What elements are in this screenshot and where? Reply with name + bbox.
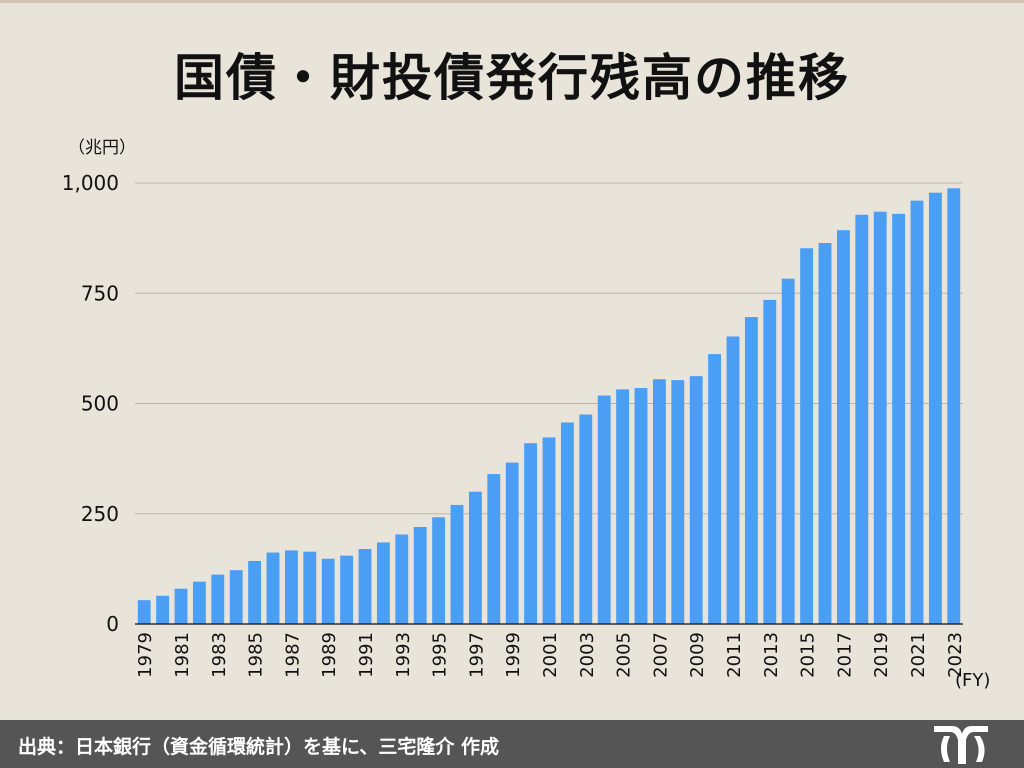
bar [763,299,777,624]
bar [689,376,703,624]
bar [579,414,593,624]
y-tick-label: 1,000 [62,171,119,195]
x-tick-label: 1979 [135,632,156,678]
bar [800,248,814,624]
x-tick-label: 2005 [614,632,635,678]
bar [524,443,538,624]
bar [634,388,648,624]
x-tick-label: 2001 [540,632,561,678]
top-rule [0,0,1024,3]
x-tick-label: 2021 [908,632,929,678]
bar [616,389,630,624]
bar [211,574,225,624]
bar [597,395,611,624]
bar [947,188,961,625]
bar [708,354,722,624]
x-tick-label: 1985 [246,632,267,678]
footer-bar: 出典：日本銀行（資金循環統計）を基に、三宅隆介 作成 [0,720,1024,768]
bar [836,230,850,624]
x-tick-label: 1987 [282,632,303,678]
bar [174,588,188,624]
bar [744,317,758,624]
bar [818,242,832,624]
bar [376,542,390,624]
page-title: 国債・財投債発行残高の推移 [174,49,850,107]
bar [505,462,519,624]
x-tick-label: 2007 [650,632,671,678]
bar [726,336,740,624]
bar [487,474,501,624]
x-tick-label: 2013 [761,632,782,678]
x-tick-label: 1981 [172,632,193,678]
bar [542,437,556,624]
x-tick-label: 2019 [871,632,892,678]
stylized-m-logo-icon [934,726,988,764]
bar [266,552,280,624]
x-tick-label: 1997 [466,632,487,678]
bar [468,491,482,624]
y-tick-label: 0 [106,612,119,636]
bar [395,534,409,624]
x-tick-label: 1995 [430,632,451,678]
x-tick-label: 2011 [724,632,745,678]
bar [560,422,574,624]
x-tick-label: 1991 [356,632,377,678]
y-tick-label: 750 [81,281,119,305]
bar [652,379,666,624]
x-tick-label: 2023 [945,632,966,678]
bar [340,555,354,624]
source-note: 出典：日本銀行（資金循環統計）を基に、三宅隆介 作成 [18,736,500,758]
bar [910,200,924,624]
bar-chart: 0 250 500 750 1,000 （兆円） 1979 1981 1983 1985 1987 1… [62,138,991,691]
bar [781,278,795,624]
y-tick-label: 500 [81,392,119,416]
bar [928,192,942,624]
x-tick-label: 1989 [319,632,340,678]
x-tick-label: 1999 [503,632,524,678]
bar [321,558,335,624]
bar [248,560,262,624]
bar [358,549,372,624]
bar [284,550,298,624]
x-tick-label: 2009 [687,632,708,678]
bar [156,595,170,624]
y-tick-label: 250 [81,502,119,526]
bar [671,380,685,624]
x-tick-label: 2003 [577,632,598,678]
bar [229,570,243,624]
bar [450,504,464,624]
bar [873,211,887,625]
bar [432,517,446,624]
x-tick-label: 1993 [393,632,414,678]
bar [303,551,317,624]
x-tick-label: 2017 [834,632,855,678]
y-axis-unit-label: （兆円） [68,138,136,158]
x-tick-label: 1983 [209,632,230,678]
x-tick-label: 2015 [798,632,819,678]
bar [192,581,206,624]
bar [855,214,869,624]
x-axis-unit-label: (FY) [955,670,990,691]
bar [892,213,906,624]
bar [137,600,151,624]
bar [413,526,427,624]
